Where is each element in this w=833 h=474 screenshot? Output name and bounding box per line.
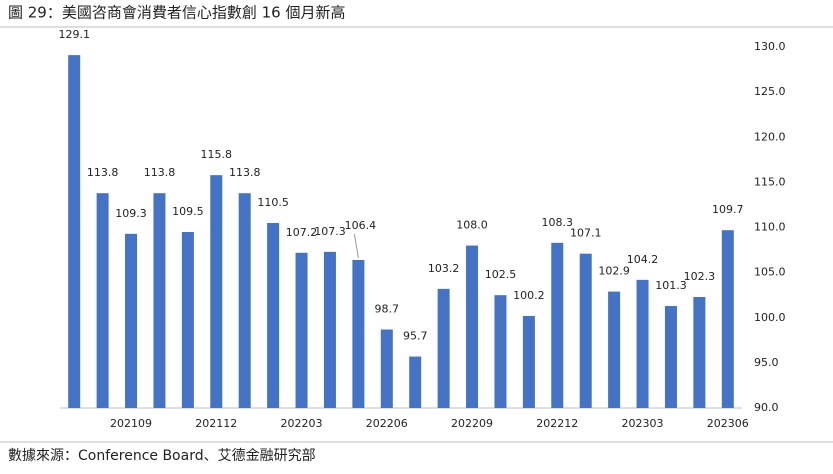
y-tick-label: 115.0 xyxy=(754,175,786,188)
data-label: 98.7 xyxy=(375,302,400,315)
bar xyxy=(181,232,194,408)
y-tick-label: 125.0 xyxy=(754,85,786,98)
data-label: 113.8 xyxy=(229,166,261,179)
data-label: 107.3 xyxy=(314,225,346,238)
bar xyxy=(380,329,393,408)
source: 數據來源：Conference Board、艾德金融研究部 xyxy=(8,448,316,464)
y-tick-label: 110.0 xyxy=(754,221,786,234)
bar xyxy=(494,295,507,408)
bar xyxy=(409,356,422,408)
data-label: 110.5 xyxy=(257,196,289,209)
bar xyxy=(579,253,592,408)
leader-line xyxy=(353,233,359,259)
x-tick-label: 202303 xyxy=(622,417,664,430)
bar xyxy=(125,233,138,408)
bar xyxy=(210,175,223,408)
bar xyxy=(693,296,706,408)
bar xyxy=(608,291,621,408)
data-label: 102.9 xyxy=(598,265,630,278)
x-tick-label: 202212 xyxy=(536,417,578,430)
data-label: 103.2 xyxy=(428,262,460,275)
data-label: 102.3 xyxy=(684,270,716,283)
x-tick-label: 202209 xyxy=(451,417,493,430)
bar xyxy=(636,279,649,408)
bar xyxy=(68,55,81,409)
bar xyxy=(267,222,280,408)
y-tick-label: 130.0 xyxy=(754,40,786,53)
data-label: 109.3 xyxy=(115,207,147,220)
x-tick-label: 202203 xyxy=(281,417,323,430)
data-label: 129.1 xyxy=(58,28,90,41)
data-label: 109.7 xyxy=(712,203,744,216)
x-tick-label: 202112 xyxy=(195,417,237,430)
bar xyxy=(466,245,479,408)
data-label: 104.2 xyxy=(627,253,659,266)
data-label: 95.7 xyxy=(403,330,428,343)
x-tick-label: 202206 xyxy=(366,417,408,430)
data-label: 108.3 xyxy=(542,216,574,229)
y-tick-label: 90.0 xyxy=(754,401,779,414)
bar xyxy=(522,315,535,408)
bar xyxy=(153,193,166,408)
y-tick-label: 95.0 xyxy=(754,356,779,369)
x-tick-label: 202306 xyxy=(707,417,749,430)
data-label: 107.1 xyxy=(570,227,602,240)
bar xyxy=(323,251,336,408)
data-label: 102.5 xyxy=(485,268,517,281)
data-label: 109.5 xyxy=(172,205,204,218)
data-label: 113.8 xyxy=(87,166,119,179)
y-tick-label: 120.0 xyxy=(754,130,786,143)
bar xyxy=(295,252,308,408)
data-label: 113.8 xyxy=(144,166,176,179)
data-label: 107.2 xyxy=(286,226,318,239)
y-tick-label: 100.0 xyxy=(754,311,786,324)
x-tick-label: 202109 xyxy=(110,417,152,430)
data-label: 100.2 xyxy=(513,289,545,302)
bar xyxy=(238,193,251,408)
bar xyxy=(96,193,109,408)
chart-title: 圖 29：美國咨商會消費者信心指數創 16 個月新高 xyxy=(8,4,345,22)
data-label: 115.8 xyxy=(201,148,233,161)
data-label: 101.3 xyxy=(655,279,687,292)
y-tick-label: 105.0 xyxy=(754,266,786,279)
bar xyxy=(721,230,734,408)
bar xyxy=(551,242,564,408)
bar xyxy=(664,306,677,408)
bar xyxy=(352,259,365,408)
data-label: 106.4 xyxy=(345,219,377,232)
bar xyxy=(437,288,450,408)
data-label: 108.0 xyxy=(456,219,488,232)
